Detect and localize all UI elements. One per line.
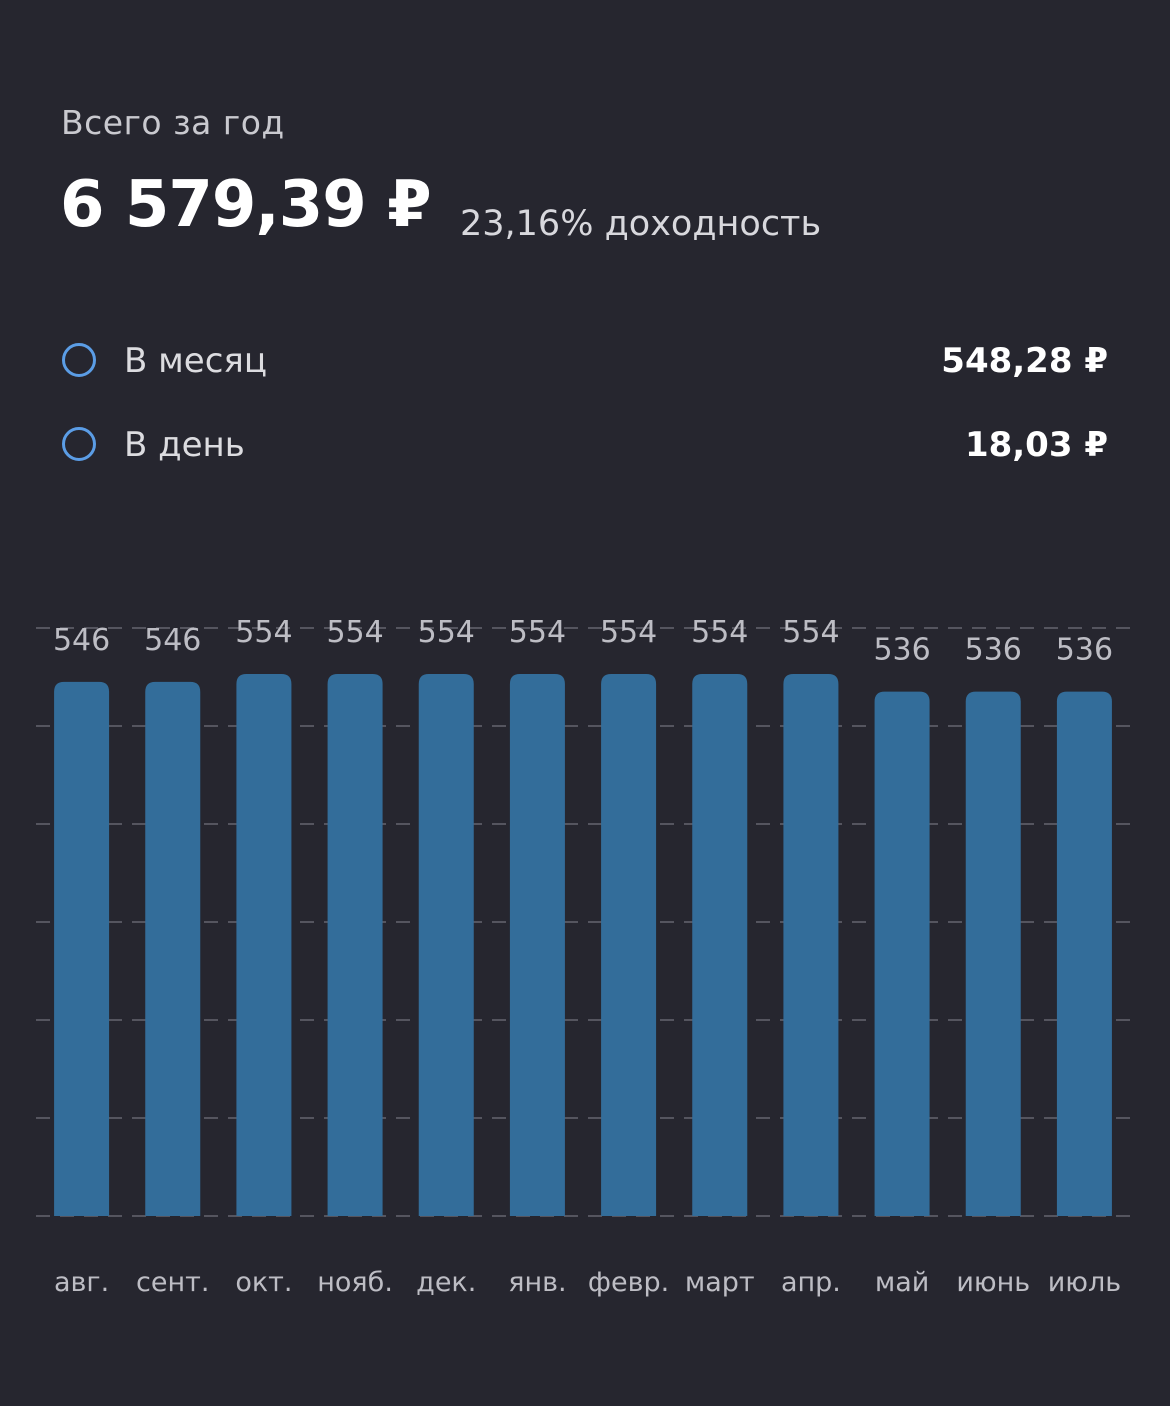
x-axis-month-label: май [875,1267,929,1298]
circle-outline-icon [62,427,96,461]
yield-text: 23,16% доходность [460,204,822,244]
stat-value-daily: 18,03 ₽ [964,425,1108,465]
stat-row-monthly[interactable]: В месяц 548,28 ₽ [60,341,1108,385]
x-axis-month-label: март [685,1267,755,1298]
bar-value-label: 546 [53,623,110,658]
bar-11[interactable] [1056,691,1112,1216]
bar-0[interactable] [54,681,110,1216]
bar-9[interactable] [874,691,930,1216]
bar-2[interactable] [236,674,292,1216]
stat-value-monthly: 548,28 ₽ [941,341,1108,381]
bar-value-label: 554 [782,615,839,650]
stat-row-daily[interactable]: В день 18,03 ₽ [60,425,1108,469]
x-axis-month-label: дек. [416,1267,476,1298]
x-axis-month-label: нояб. [317,1267,393,1298]
income-bar-chart: 546 авг. 546 сент. 554 окт. 554 нояб. 554 дек. 554… [36,615,1130,1298]
bar-value-label: 554 [418,615,475,650]
bar-value-label: 536 [965,633,1022,668]
circle-outline-icon [62,343,96,377]
x-axis-month-label: апр. [781,1267,841,1298]
bar-1[interactable] [145,681,201,1216]
x-axis-month-label: февр. [588,1267,669,1298]
bar-value-label: 554 [326,615,383,650]
bar-8[interactable] [783,674,839,1216]
bar-value-label: 554 [600,615,657,650]
total-amount: 6 579,39 ₽ [60,168,432,242]
x-axis-month-label: авг. [54,1267,109,1298]
bar-7[interactable] [692,674,748,1216]
bar-value-label: 546 [144,623,201,658]
bar-3[interactable] [327,674,383,1216]
bar-value-label: 554 [509,615,566,650]
x-axis-month-label: июль [1048,1267,1121,1298]
x-axis-month-label: сент. [136,1267,209,1298]
x-axis-month-label: окт. [235,1267,292,1298]
bar-5[interactable] [509,674,565,1216]
stat-label-daily: В день [124,425,245,465]
x-axis-month-label: янв. [508,1267,566,1298]
bar-value-label: 554 [235,615,292,650]
bar-10[interactable] [965,691,1021,1216]
bar-value-label: 536 [1056,633,1113,668]
x-axis-month-label: июнь [956,1267,1030,1298]
bar-value-label: 536 [873,633,930,668]
summary-subtitle: Всего за год [61,103,285,142]
stat-label-monthly: В месяц [124,341,267,381]
bar-4[interactable] [418,674,474,1216]
bar-value-label: 554 [691,615,748,650]
bar-6[interactable] [601,674,657,1216]
